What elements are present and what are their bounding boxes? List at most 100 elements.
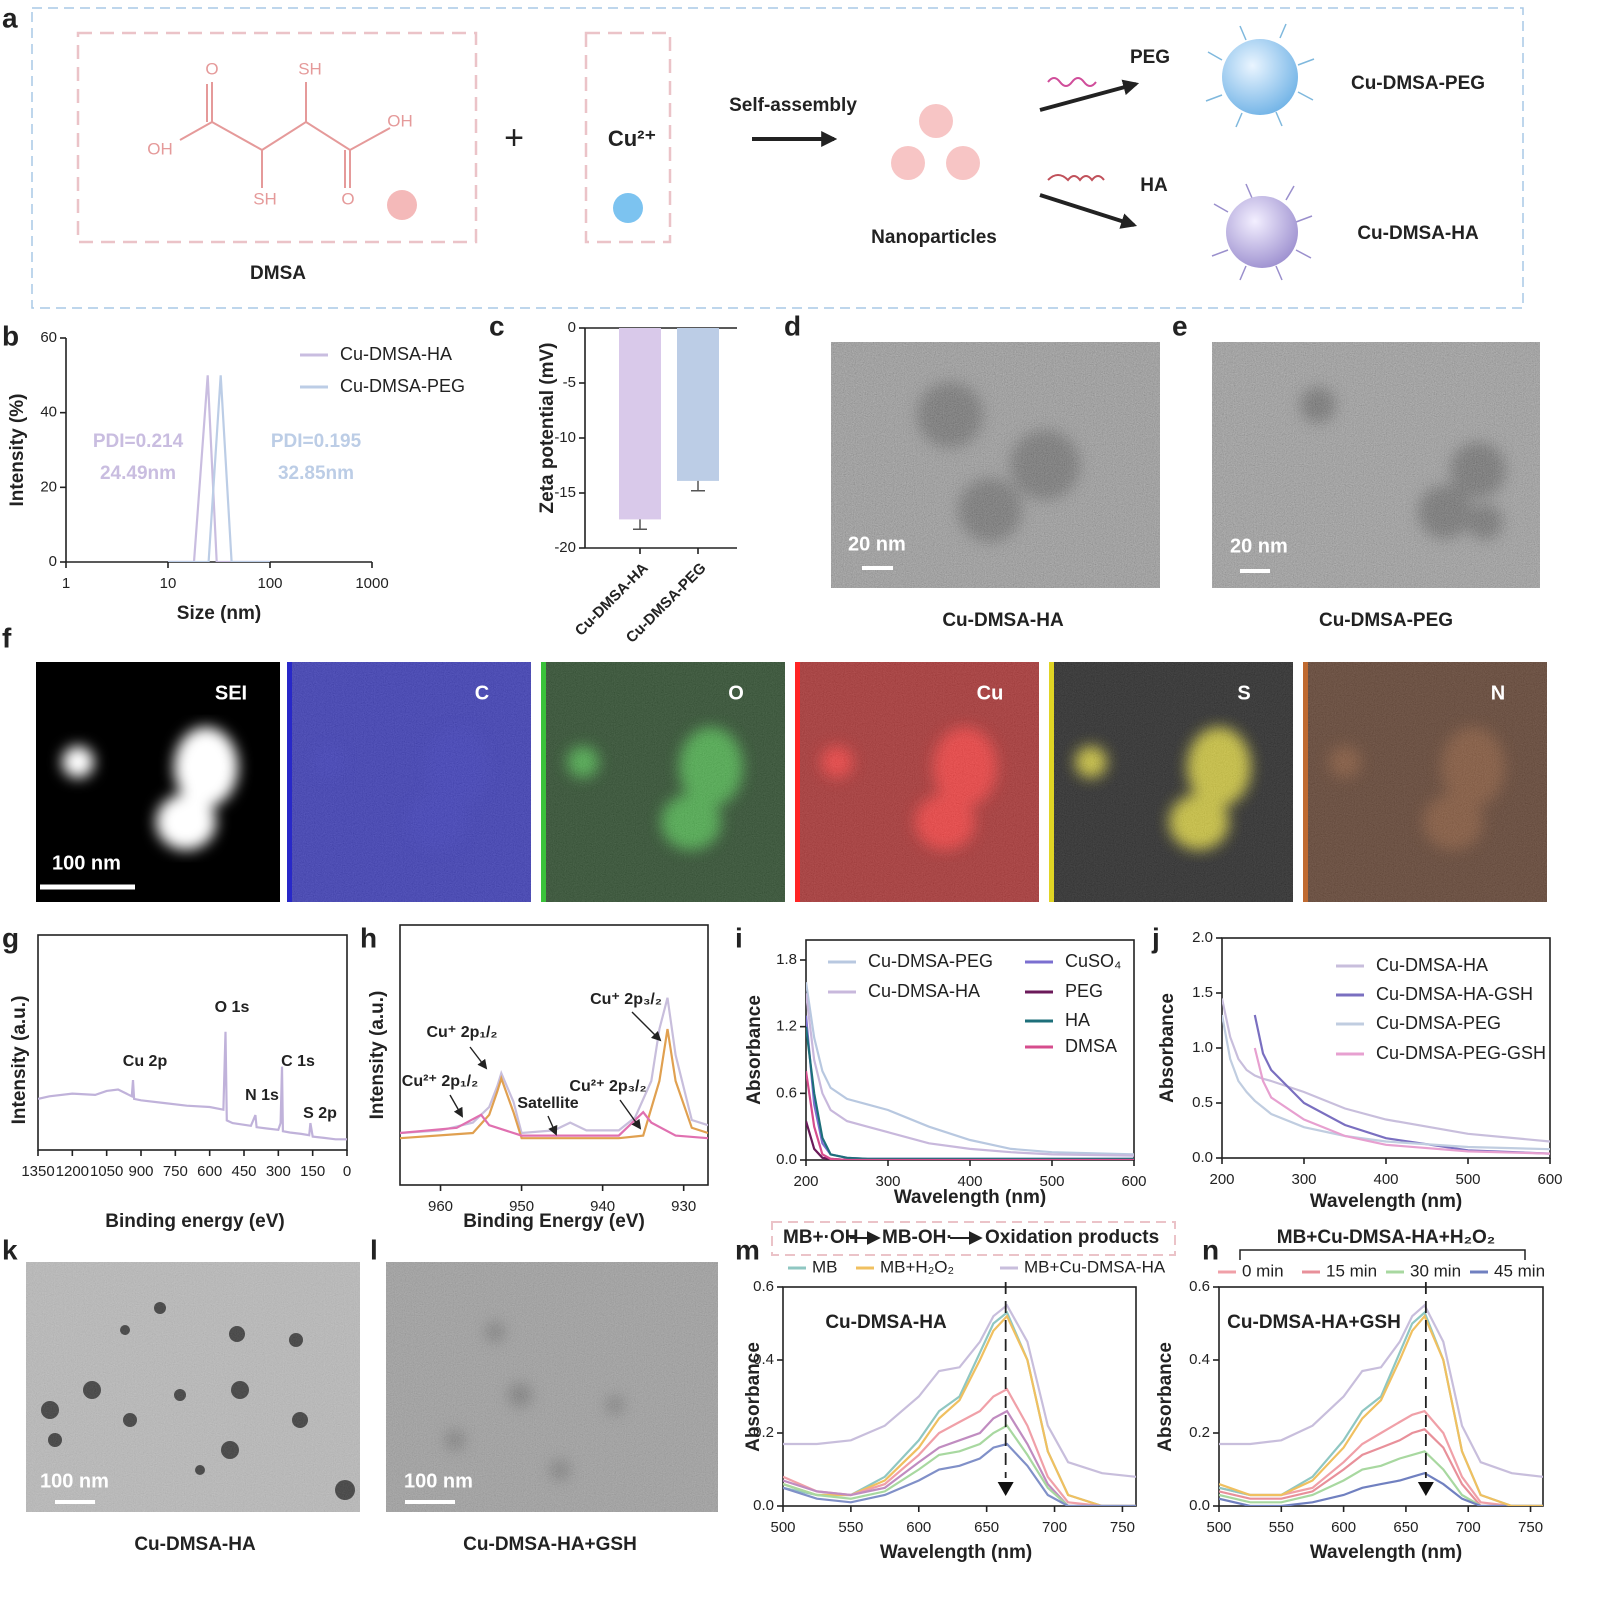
series-line: [168, 375, 270, 562]
series-line: [806, 982, 1134, 1156]
annotation: Cu-DMSA-HA: [825, 1312, 947, 1333]
x-tick-label: 1200: [56, 1163, 89, 1180]
series-line: [1219, 1428, 1543, 1506]
x-tick-label: 500: [1039, 1173, 1064, 1190]
reference-marker: [1417, 1482, 1434, 1496]
peg-chain: [1047, 77, 1097, 87]
legend-label: 15 min: [1326, 1261, 1377, 1280]
series-line: [1219, 1472, 1543, 1506]
plot-frame: [1218, 1286, 1544, 1507]
channel-label: SEI: [215, 682, 247, 704]
x-tick-label: 500: [1455, 1171, 1480, 1188]
x-tick-label: 700: [1456, 1519, 1481, 1536]
tem-l: 100 nm Cu-DMSA-HA+GSH: [386, 1262, 718, 1555]
edge: [1049, 662, 1054, 902]
annotation: Satellite: [517, 1095, 578, 1112]
plus: +: [504, 119, 524, 157]
series-line: [806, 993, 1134, 1157]
x-tick-label: 300: [875, 1173, 900, 1190]
y-tick-label: 0.6: [753, 1278, 774, 1295]
plot-frame: [37, 934, 348, 1151]
panel-label: f: [2, 622, 12, 653]
series-line: [783, 1314, 1136, 1506]
x-tick-label: 150: [300, 1163, 325, 1180]
grain: [795, 662, 1039, 902]
frame: [584, 31, 672, 244]
panel-label: c: [489, 310, 505, 341]
channel-label: S: [1237, 682, 1250, 704]
atom: SH: [253, 189, 277, 208]
annotation-arrow: [449, 1094, 463, 1118]
y-axis-label: Intensity (%): [7, 394, 28, 507]
series-line: [1219, 1450, 1543, 1506]
legend-label: Cu-DMSA-PEG-GSH: [1376, 1043, 1546, 1063]
y-tick-label: 2.0: [1192, 929, 1213, 946]
y-axis-label: Absorbance: [744, 995, 765, 1105]
atom: O: [341, 189, 354, 208]
x-tick-label: 960: [428, 1198, 453, 1215]
plot-frame: [399, 924, 709, 1186]
sphere: [1226, 196, 1298, 268]
legend-label: MB+H₂O₂: [880, 1257, 954, 1276]
x-tick-label: 650: [974, 1519, 999, 1536]
x-tick-label: 650: [1393, 1519, 1418, 1536]
series-line: [1219, 1314, 1543, 1506]
x-tick-label: 1350: [21, 1163, 54, 1180]
legend-label: Cu-DMSA-PEG: [868, 951, 993, 971]
bar: [677, 328, 719, 481]
legend-label: Cu-DMSA-HA: [1376, 955, 1488, 975]
x-tick-label: 200: [1209, 1171, 1234, 1188]
edge: [795, 662, 800, 902]
caption: Cu-DMSA-PEG: [1319, 610, 1453, 631]
y-axis-label: Absorbance: [1155, 1342, 1176, 1452]
y-tick-label: 0.2: [753, 1424, 774, 1441]
x-tick-label: 600: [197, 1163, 222, 1180]
annotation: Cu²⁺ 2p₁/₂: [402, 1073, 478, 1090]
grain: [26, 1262, 360, 1512]
x-tick-label: 550: [1269, 1519, 1294, 1536]
schematic: O SH OH OH SH O DMSA + Cu²⁺ Self-assembl…: [31, 7, 1524, 309]
legend-label: MB: [812, 1257, 838, 1276]
y-tick-label: -20: [554, 539, 576, 556]
frame: [31, 7, 1524, 309]
y-tick-label: 0.5: [1192, 1094, 1213, 1111]
legend-label: MB+Cu-DMSA-HA: [1024, 1257, 1166, 1276]
x-axis-label: Wavelength (nm): [894, 1187, 1046, 1208]
panel-label: b: [2, 320, 19, 351]
label: Self-assembly: [729, 95, 857, 116]
y-tick-label: 0.0: [753, 1497, 774, 1514]
label: Nanoparticles: [871, 227, 997, 248]
grain: [1303, 662, 1547, 902]
y-tick-label: 1.5: [1192, 984, 1213, 1001]
y-tick-label: 0.6: [776, 1084, 797, 1101]
y-tick-label: 60: [40, 329, 57, 346]
error-bar: [691, 480, 705, 492]
annotation: Cu⁺ 2p₃/₂: [590, 991, 662, 1008]
panel-label: d: [784, 310, 801, 341]
annotation: 24.49nm: [100, 463, 176, 484]
panel-label: e: [1172, 310, 1188, 341]
atom: OH: [147, 139, 173, 158]
grain: [1049, 662, 1293, 902]
arrow: [1039, 193, 1138, 229]
series-line: [783, 1303, 1136, 1478]
series-line: [806, 1120, 1134, 1160]
series-line: [783, 1387, 1136, 1506]
legend-label: Cu-DMSA-PEG: [1376, 1013, 1501, 1033]
x-tick-label: 0: [343, 1163, 351, 1180]
y-axis-label: Zeta potential (mV): [537, 342, 558, 513]
tem-e: 20 nm Cu-DMSA-PEG: [1212, 342, 1540, 631]
series-line: [400, 1028, 708, 1140]
legend-label: 45 min: [1494, 1261, 1545, 1280]
x-tick-label: 400: [1373, 1171, 1398, 1188]
panel-label: g: [2, 922, 19, 953]
grain: [831, 342, 1160, 588]
annotation: MB+Cu-DMSA-HA+H₂O₂: [1277, 1227, 1496, 1248]
grain: [386, 1262, 718, 1512]
tem-k: 100 nm Cu-DMSA-HA: [26, 1262, 360, 1555]
legend-label: PEG: [1065, 981, 1103, 1001]
x-tick-label: 930: [671, 1198, 696, 1215]
legend-label: CuSO₄: [1065, 951, 1121, 971]
series-line: [783, 1310, 1136, 1506]
